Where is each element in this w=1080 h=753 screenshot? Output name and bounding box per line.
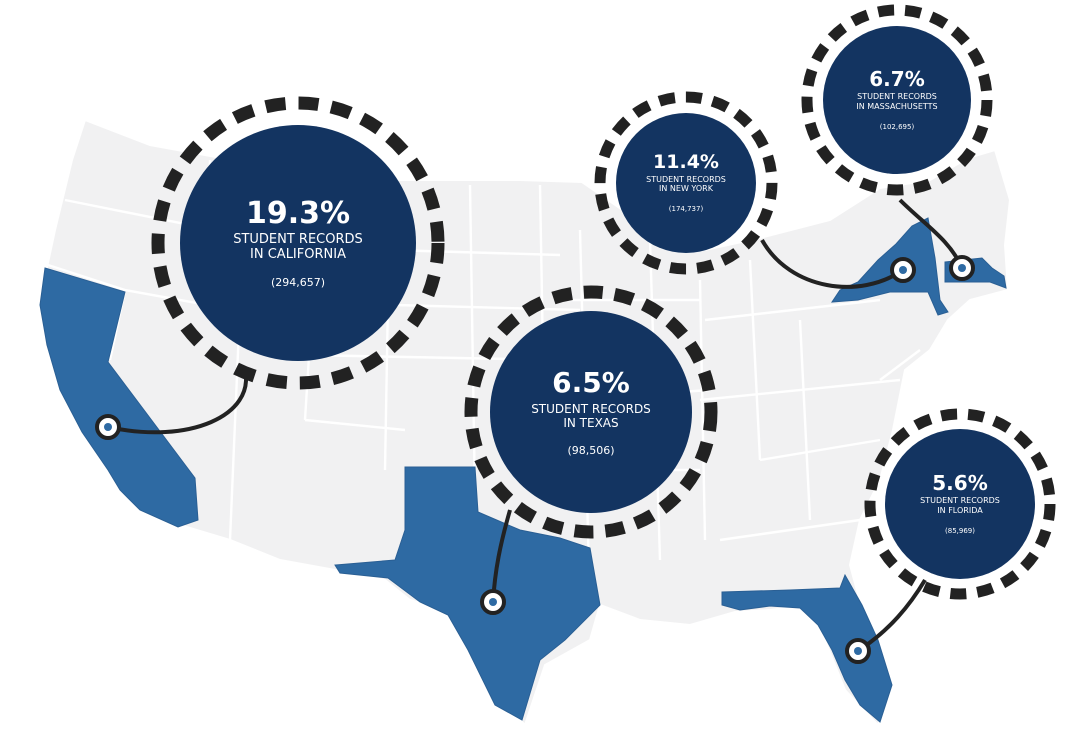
callout-new-york: 11.4% STUDENT RECORDS IN NEW YORK (174,7… <box>620 138 752 228</box>
count-new-york: (174,737) <box>668 205 704 214</box>
percent-texas: 6.5% <box>552 366 630 400</box>
count-texas: (98,506) <box>567 443 615 457</box>
connector-california <box>107 369 249 435</box>
marker-texas <box>480 589 506 615</box>
bubble-florida <box>864 408 1056 600</box>
bubble-texas <box>464 285 718 539</box>
connector-new-york <box>760 239 905 289</box>
label-massachusetts-line2: IN MASSACHUSETTS <box>856 102 938 111</box>
label-massachusetts-line1: STUDENT RECORDS <box>857 92 937 102</box>
label-florida-line2: IN FLORIDA <box>937 506 983 515</box>
percent-florida: 5.6% <box>932 471 988 496</box>
callout-california: 19.3% STUDENT RECORDS IN CALIFORNIA (294… <box>188 173 408 313</box>
state-texas <box>334 466 601 721</box>
marker-california <box>95 414 121 440</box>
count-florida: (85,969) <box>945 526 975 535</box>
label-florida-line1: STUDENT RECORDS <box>920 496 1000 506</box>
marker-new-york <box>890 257 916 283</box>
label-california-line2: IN CALIFORNIA <box>250 247 346 263</box>
callout-texas: 6.5% STUDENT RECORDS IN TEXAS (98,506) <box>500 352 682 472</box>
percent-massachusetts: 6.7% <box>869 67 925 92</box>
callout-florida: 5.6% STUDENT RECORDS IN FLORIDA (85,969) <box>890 458 1030 550</box>
state-florida <box>721 573 893 723</box>
markers <box>95 255 975 664</box>
state-california <box>39 267 199 528</box>
marker-florida <box>845 638 871 664</box>
marker-massachusetts <box>949 255 975 281</box>
bubble-new-york <box>594 91 778 275</box>
percent-california: 19.3% <box>245 196 351 232</box>
bubble-massachusetts <box>801 4 993 196</box>
label-texas-line2: IN TEXAS <box>563 416 619 431</box>
count-california: (294,657) <box>270 275 326 289</box>
label-texas-line1: STUDENT RECORDS <box>531 401 651 416</box>
state-new-york <box>831 217 949 316</box>
label-new-york-line2: IN NEW YORK <box>659 184 713 194</box>
label-new-york-line1: STUDENT RECORDS <box>646 174 726 184</box>
percent-new-york: 11.4% <box>653 150 719 173</box>
label-california-line1: STUDENT RECORDS <box>233 231 363 247</box>
count-massachusetts: (102,695) <box>879 122 915 131</box>
callout-massachusetts: 6.7% STUDENT RECORDS IN MASSACHUSETTS (1… <box>825 55 969 145</box>
bubble-california <box>151 96 445 390</box>
